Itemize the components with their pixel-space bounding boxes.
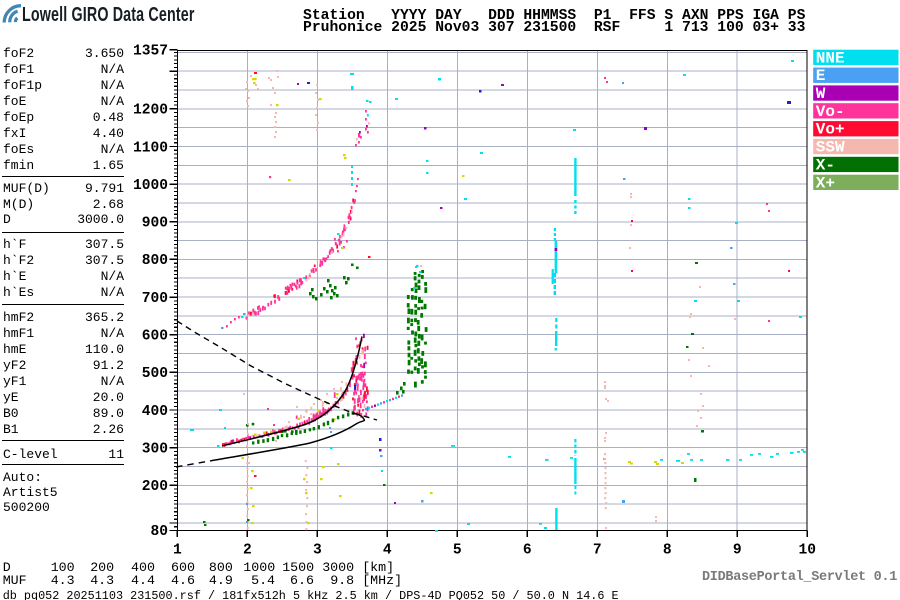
svg-text:1200: 1200 [133,103,168,119]
svg-text:9: 9 [733,542,742,558]
svg-text:1000: 1000 [133,178,168,194]
svg-text:500: 500 [142,366,168,382]
svg-text:6: 6 [523,542,532,558]
svg-text:E: E [816,67,826,85]
svg-text:1: 1 [173,542,182,558]
svg-text:10: 10 [798,542,816,558]
svg-text:900: 900 [142,216,168,232]
svg-text:1100: 1100 [133,140,168,156]
svg-text:400: 400 [142,404,168,420]
svg-text:3: 3 [313,542,322,558]
svg-text:2: 2 [243,542,252,558]
svg-text:X+: X+ [816,174,835,192]
svg-text:8: 8 [663,542,672,558]
svg-text:300: 300 [142,442,168,458]
svg-text:4: 4 [383,542,392,558]
svg-text:NNE: NNE [816,49,845,67]
svg-text:80: 80 [150,524,168,540]
svg-text:1357: 1357 [133,44,168,60]
svg-text:SSW: SSW [816,139,845,157]
svg-text:5: 5 [453,542,462,558]
svg-text:700: 700 [142,291,168,307]
svg-text:Vo+: Vo+ [816,121,845,139]
svg-text:7: 7 [593,542,602,558]
svg-text:800: 800 [142,253,168,269]
svg-text:200: 200 [142,479,168,495]
svg-text:600: 600 [142,329,168,345]
svg-text:X-: X- [816,156,835,174]
svg-text:W: W [816,85,826,103]
svg-text:Vo-: Vo- [816,103,845,121]
